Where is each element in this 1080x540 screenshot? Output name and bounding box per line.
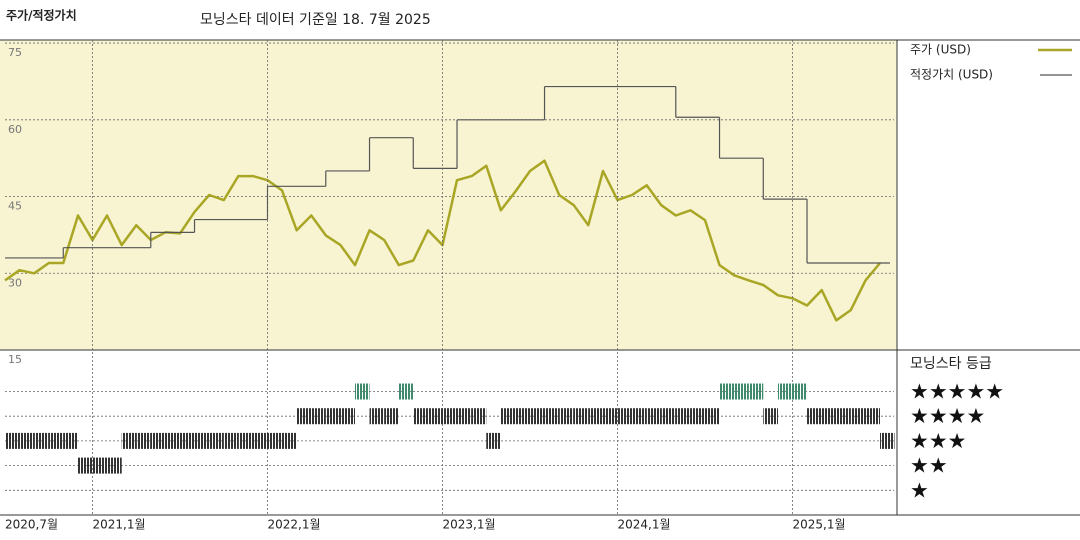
legend-label: 주가 (USD): [910, 43, 971, 57]
rating-bar: [107, 457, 122, 474]
rating-bar: [734, 383, 749, 400]
rating-bar: [821, 408, 837, 425]
x-tick-label: 2023,1월: [443, 518, 496, 532]
rating-bar: [340, 408, 355, 425]
rating-bar: [384, 408, 399, 425]
rating-bar: [165, 432, 180, 449]
rating-label: ★★★: [910, 429, 966, 453]
rating-bar: [573, 408, 589, 425]
rating-bar: [34, 432, 49, 449]
rating-bar: [661, 408, 676, 425]
rating-bar: [296, 408, 312, 425]
rating-bar: [617, 408, 633, 425]
rating-bar: [602, 408, 618, 425]
rating-bar: [48, 432, 64, 449]
rating-bar: [194, 432, 210, 449]
y-tick-label: 15: [8, 353, 22, 366]
rating-label: ★★★★★: [910, 380, 1004, 404]
rating-bar: [807, 408, 822, 425]
rating-bar: [646, 408, 662, 425]
rating-bar: [150, 432, 166, 449]
rating-bar: [252, 432, 268, 449]
chart-title: 주가/적정가치: [6, 8, 77, 23]
x-tick-label: 2020,7월: [5, 518, 58, 532]
rating-bar: [136, 432, 151, 449]
rating-bar: [486, 432, 501, 449]
rating-bar: [544, 408, 560, 425]
rating-bar: [267, 432, 283, 449]
x-tick-label: 2024,1월: [618, 518, 671, 532]
rating-bar: [19, 432, 35, 449]
rating-bar: [355, 383, 370, 400]
rating-bar: [311, 408, 326, 425]
rating-bar: [763, 408, 778, 425]
rating-bar: [121, 432, 137, 449]
rating-bar: [559, 408, 574, 425]
rating-bar: [850, 408, 866, 425]
rating-label: ★: [910, 478, 929, 502]
rating-bar: [413, 408, 428, 425]
rating-label: ★★: [910, 454, 948, 478]
rating-bar: [77, 457, 93, 474]
rating-bar: [880, 432, 895, 449]
y-tick-label: 75: [8, 46, 22, 59]
rating-bar: [588, 408, 603, 425]
rating-bar: [792, 383, 808, 400]
plot-background: [0, 40, 897, 350]
rating-bar: [180, 432, 195, 449]
y-tick-label: 60: [8, 123, 22, 136]
rating-bar: [63, 432, 78, 449]
rating-bar: [719, 383, 735, 400]
rating-bar: [705, 408, 720, 425]
x-tick-label: 2022,1월: [268, 518, 321, 532]
rating-bar: [748, 383, 764, 400]
rating-bar: [92, 457, 108, 474]
y-tick-label: 30: [8, 276, 22, 289]
rating-bar: [325, 408, 341, 425]
rating-bar: [282, 432, 297, 449]
rating-bar: [398, 383, 414, 400]
rating-bar: [515, 408, 530, 425]
rating-bar: [836, 408, 851, 425]
y-tick-label: 45: [8, 200, 22, 213]
rating-bar: [530, 408, 545, 425]
rating-bar: [442, 408, 458, 425]
rating-bar: [5, 432, 20, 449]
legend-label: 적정가치 (USD): [910, 68, 993, 82]
rating-bar: [369, 408, 385, 425]
rating-bar: [865, 408, 880, 425]
x-tick-label: 2025,1월: [793, 518, 846, 532]
rating-bar: [238, 432, 253, 449]
rating-label: ★★★★: [910, 404, 985, 428]
rating-bar: [690, 408, 705, 425]
rating-bar: [457, 408, 472, 425]
rating-bar: [777, 383, 793, 400]
rating-bar: [471, 408, 487, 425]
chart-subtitle: 모닝스타 데이터 기준일 18. 7월 2025: [200, 12, 431, 28]
rating-bar: [632, 408, 647, 425]
rating-bar: [223, 432, 239, 449]
rating-bar: [500, 408, 516, 425]
rating-title: 모닝스타 등급: [910, 356, 992, 372]
x-tick-label: 2021,1월: [93, 518, 146, 532]
rating-bar: [675, 408, 691, 425]
rating-bar: [209, 432, 224, 449]
rating-bar: [427, 408, 443, 425]
